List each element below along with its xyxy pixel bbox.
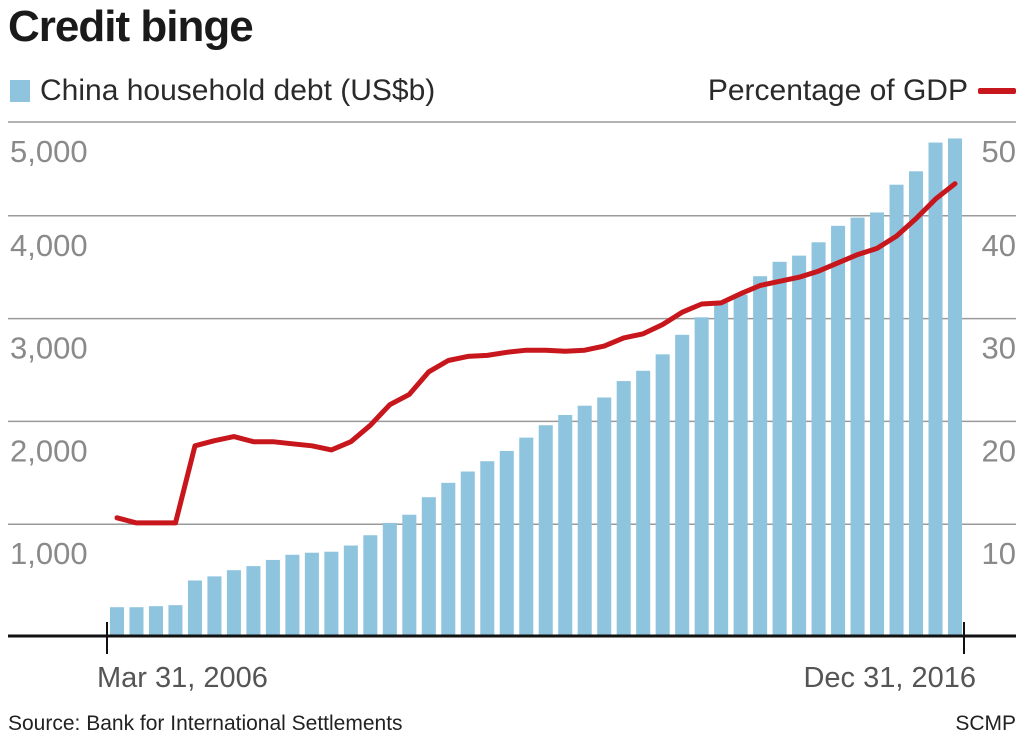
bar	[947, 138, 963, 636]
tick-labels: 1,000 2,000 3,000 4,000 5,000 10 20 30 40 50 Mar 3…	[10, 134, 1016, 694]
source-note: Source: Bank for International Settlemen…	[8, 712, 403, 735]
bar	[889, 184, 904, 636]
bar	[363, 535, 378, 636]
bar	[694, 317, 709, 636]
bar	[733, 294, 748, 636]
bar	[148, 606, 163, 636]
bar	[655, 354, 670, 636]
bar	[792, 255, 807, 636]
bar	[558, 414, 573, 636]
bar	[285, 554, 300, 636]
left-axis-tick-label: 5,000	[10, 134, 88, 169]
bar	[772, 261, 787, 636]
bar	[441, 482, 456, 636]
bar-series	[109, 138, 963, 637]
bar	[636, 370, 651, 636]
right-axis-tick-label: 50	[982, 134, 1016, 169]
axes	[8, 622, 1016, 654]
legend-line-swatch	[978, 88, 1016, 94]
bar	[577, 405, 592, 636]
chart-title: Credit binge	[8, 2, 254, 51]
credit-note: SCMP	[955, 712, 1016, 735]
bar	[402, 514, 417, 636]
bar	[226, 570, 241, 636]
chart-area: 1,000 2,000 3,000 4,000 5,000 10 20 30 40 50 Mar 3…	[8, 121, 1016, 694]
legend-line: Percentage of GDP	[708, 74, 1016, 108]
bar	[519, 437, 534, 636]
x-axis-start-label: Mar 31, 2006	[97, 662, 268, 694]
bar	[909, 171, 924, 636]
gdp-percentage-line	[114, 181, 958, 526]
left-axis-tick-label: 2,000	[10, 433, 88, 468]
line-series	[114, 181, 958, 526]
bar	[616, 381, 631, 636]
bar	[850, 217, 865, 636]
bar	[129, 607, 144, 636]
bar	[460, 471, 475, 636]
right-axis-tick-label: 20	[982, 433, 1016, 468]
bar	[246, 566, 261, 636]
bar	[421, 497, 436, 636]
bar	[714, 302, 729, 636]
legend-bars-label: China household debt (US$b)	[40, 74, 436, 107]
bar	[304, 552, 319, 636]
bar	[499, 450, 514, 636]
left-axis-tick-label: 4,000	[10, 228, 88, 263]
bar	[168, 605, 183, 636]
right-axis-tick-label: 30	[982, 331, 1016, 366]
left-axis-tick-label: 1,000	[10, 536, 88, 571]
legend-bars: China household debt (US$b)	[10, 74, 435, 108]
left-axis-tick-label: 3,000	[10, 331, 88, 366]
bar	[538, 425, 553, 636]
bar	[597, 397, 612, 636]
bar	[343, 545, 358, 636]
legend-line-label: Percentage of GDP	[707, 74, 968, 107]
x-axis-end-label: Dec 31, 2016	[803, 662, 976, 694]
bar	[265, 559, 280, 636]
bar	[928, 142, 943, 636]
bar	[382, 522, 397, 636]
bar	[753, 276, 768, 636]
legend-bars-swatch	[10, 80, 30, 102]
right-axis-tick-label: 10	[982, 536, 1016, 571]
bar	[207, 576, 222, 636]
bar	[480, 461, 495, 636]
bar	[870, 212, 885, 637]
bar	[109, 607, 125, 636]
bar	[324, 551, 339, 636]
bar	[675, 334, 690, 636]
bar	[187, 580, 202, 636]
right-axis-tick-label: 40	[982, 228, 1016, 263]
bar	[811, 242, 826, 636]
bar	[831, 225, 846, 636]
